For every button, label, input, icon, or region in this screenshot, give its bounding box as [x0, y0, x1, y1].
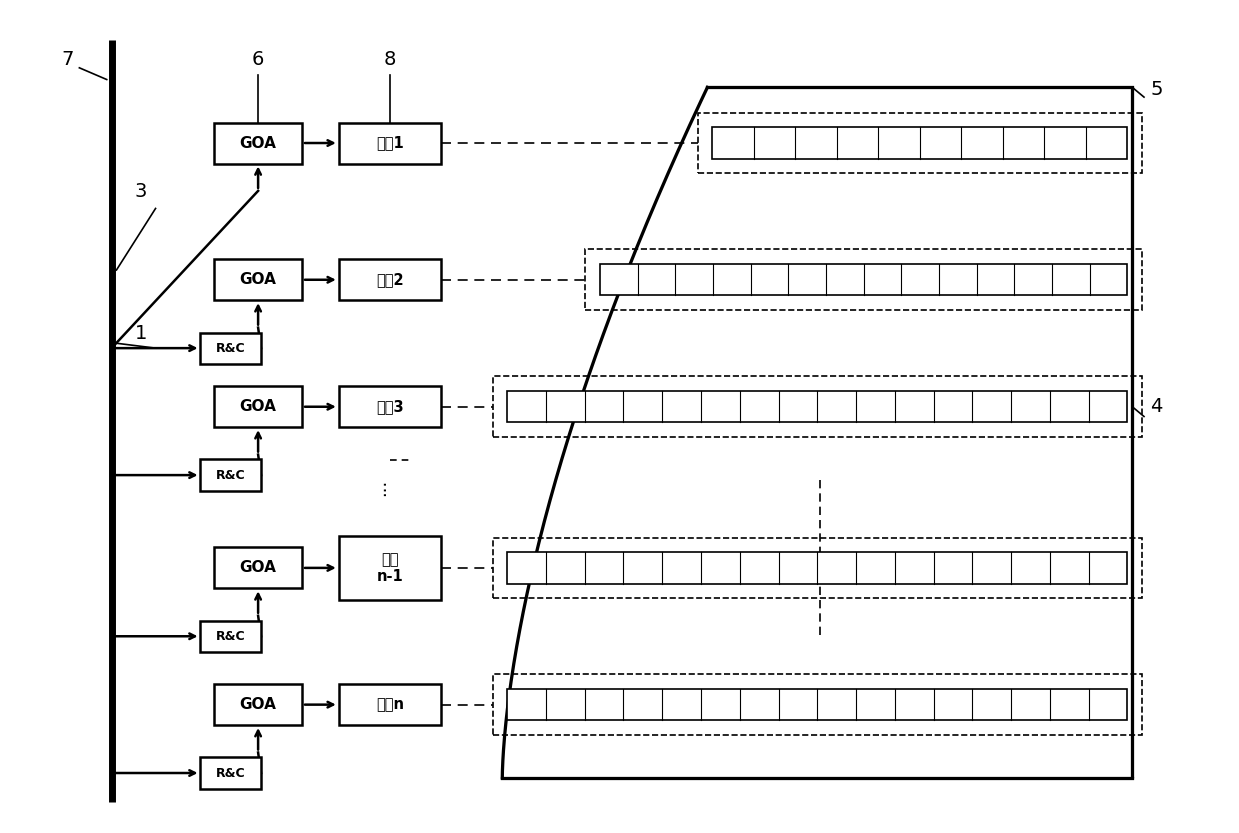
- Bar: [493, 675, 1142, 735]
- Bar: [600, 264, 1127, 296]
- Text: GOA: GOA: [239, 697, 276, 712]
- Bar: [338, 259, 441, 300]
- Bar: [507, 392, 1127, 422]
- Text: 棚线3: 棚线3: [377, 399, 404, 414]
- Text: ...: ...: [372, 479, 389, 496]
- Text: R&C: R&C: [216, 342, 245, 355]
- Bar: [338, 122, 441, 163]
- Text: GOA: GOA: [239, 136, 276, 151]
- Bar: [507, 689, 1127, 721]
- Bar: [201, 621, 261, 652]
- Bar: [214, 259, 302, 300]
- Bar: [214, 122, 302, 163]
- Text: 棚线1: 棚线1: [377, 136, 404, 151]
- Text: 棚线
n-1: 棚线 n-1: [377, 551, 404, 584]
- Bar: [338, 536, 441, 600]
- Text: 6: 6: [252, 51, 264, 69]
- Bar: [712, 127, 1127, 158]
- Text: 7: 7: [62, 51, 74, 69]
- Text: 棚线n: 棚线n: [375, 697, 404, 712]
- Bar: [201, 460, 261, 491]
- Bar: [585, 249, 1142, 310]
- Text: 4: 4: [1151, 397, 1163, 416]
- Bar: [338, 684, 441, 726]
- Text: 5: 5: [1151, 80, 1163, 99]
- Bar: [698, 112, 1142, 173]
- Text: R&C: R&C: [216, 469, 245, 481]
- Bar: [214, 684, 302, 726]
- Bar: [493, 377, 1142, 437]
- Bar: [507, 552, 1127, 584]
- Text: R&C: R&C: [216, 766, 245, 780]
- Text: 3: 3: [135, 182, 147, 202]
- Text: 8: 8: [384, 51, 396, 69]
- Bar: [338, 387, 441, 427]
- Text: 1: 1: [135, 324, 147, 343]
- Text: GOA: GOA: [239, 272, 276, 287]
- Bar: [214, 387, 302, 427]
- Text: 棚线2: 棚线2: [377, 272, 404, 287]
- Bar: [493, 537, 1142, 598]
- Bar: [214, 547, 302, 588]
- Text: GOA: GOA: [239, 399, 276, 414]
- Text: GOA: GOA: [239, 561, 276, 576]
- Bar: [201, 757, 261, 789]
- Text: R&C: R&C: [216, 630, 245, 643]
- Bar: [201, 332, 261, 364]
